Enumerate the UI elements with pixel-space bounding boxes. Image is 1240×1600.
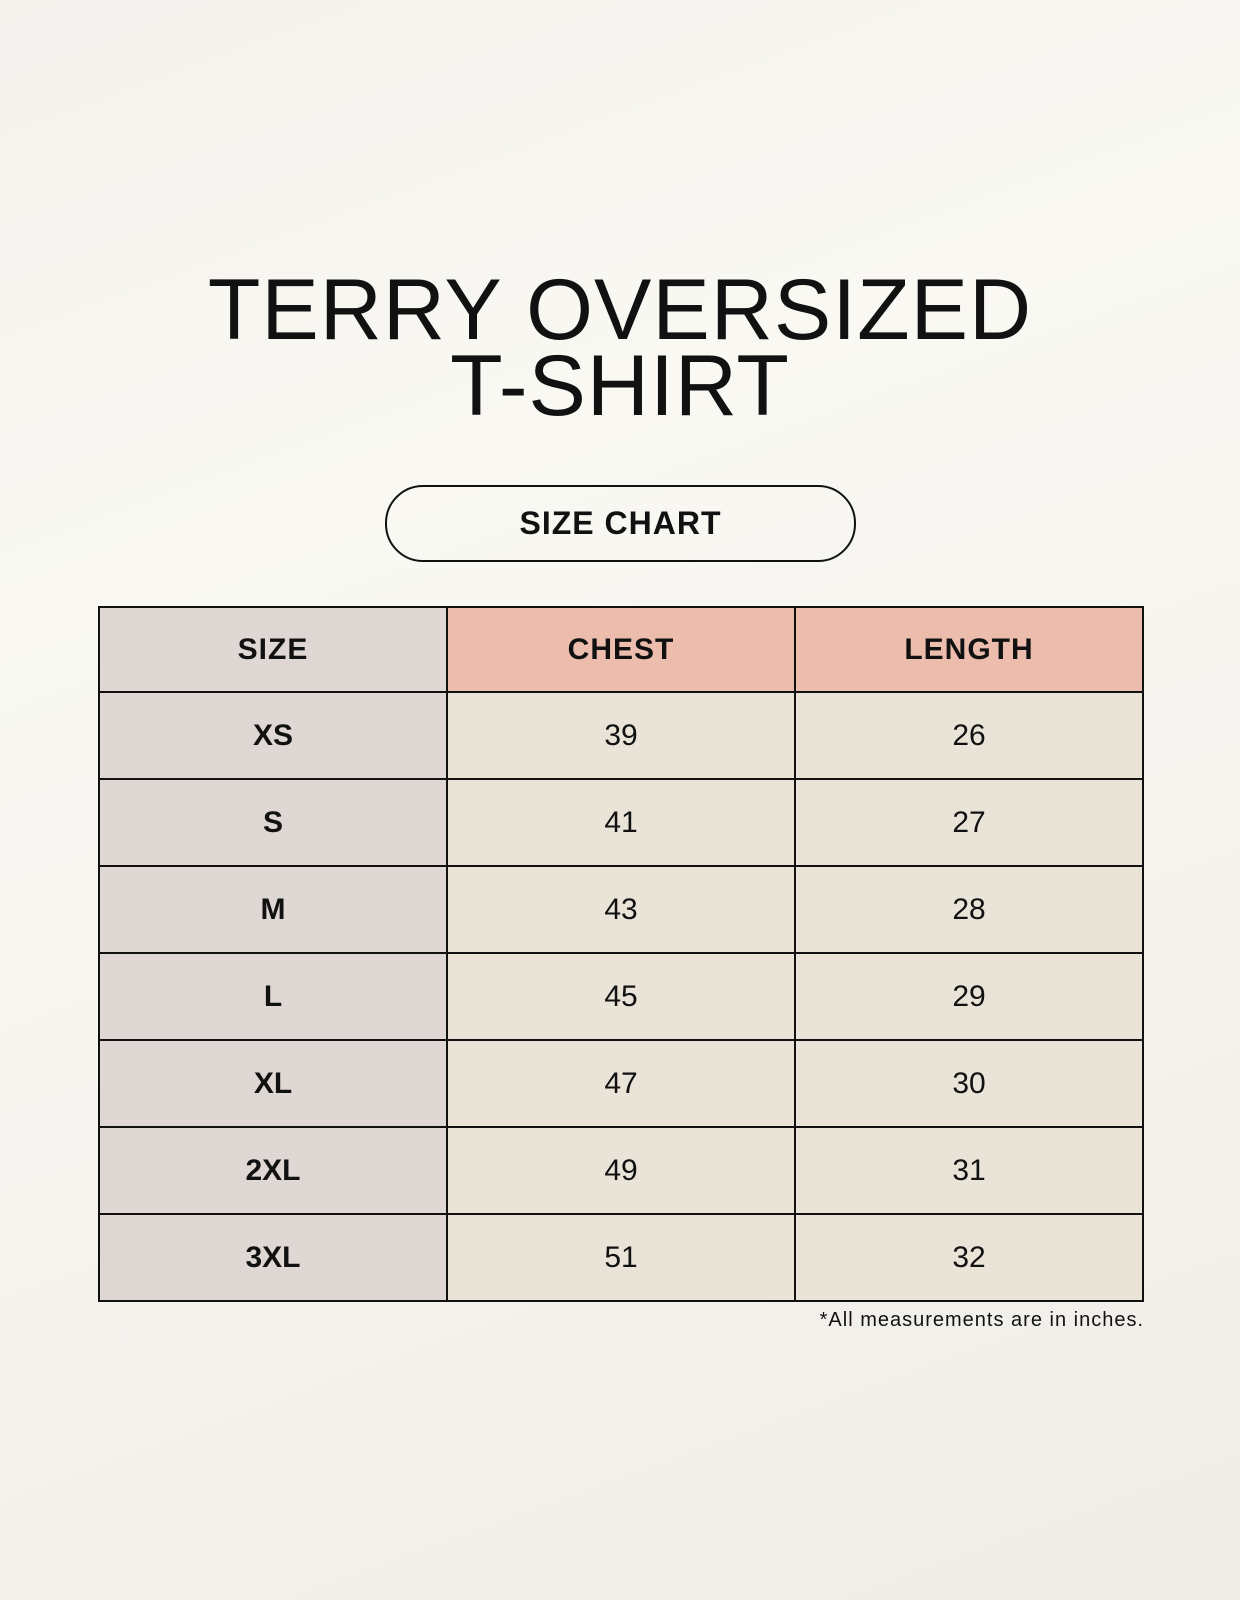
cell-length: 27	[794, 778, 1144, 867]
cell-size: XL	[98, 1039, 448, 1128]
page-title: TERRY OVERSIZED T-SHIRT	[0, 262, 1240, 434]
table-row: S 41 27	[98, 778, 1144, 867]
cell-chest: 41	[446, 778, 796, 867]
cell-chest: 39	[446, 691, 796, 780]
table-row: 3XL 51 32	[98, 1213, 1144, 1302]
cell-chest: 51	[446, 1213, 796, 1302]
table-row: M 43 28	[98, 865, 1144, 954]
table-row: 2XL 49 31	[98, 1126, 1144, 1215]
cell-length: 30	[794, 1039, 1144, 1128]
header-chest: CHEST	[446, 606, 796, 693]
cell-length: 28	[794, 865, 1144, 954]
title-line-1: TERRY OVERSIZED	[207, 262, 1033, 358]
cell-size: L	[98, 952, 448, 1041]
cell-chest: 49	[446, 1126, 796, 1215]
cell-length: 29	[794, 952, 1144, 1041]
cell-size: S	[98, 778, 448, 867]
size-chart-badge: SIZE CHART	[385, 485, 856, 562]
cell-length: 32	[794, 1213, 1144, 1302]
header-length: LENGTH	[794, 606, 1144, 693]
title-line-2: T-SHIRT	[450, 338, 790, 434]
table-row: L 45 29	[98, 952, 1144, 1041]
cell-size: 2XL	[98, 1126, 448, 1215]
cell-size: M	[98, 865, 448, 954]
cell-size: XS	[98, 691, 448, 780]
header-size: SIZE	[98, 606, 448, 693]
table-header-row: SIZE CHEST LENGTH	[98, 606, 1144, 693]
cell-size: 3XL	[98, 1213, 448, 1302]
table-row: XL 47 30	[98, 1039, 1144, 1128]
cell-chest: 45	[446, 952, 796, 1041]
table-row: XS 39 26	[98, 691, 1144, 780]
cell-length: 26	[794, 691, 1144, 780]
footnote: *All measurements are in inches.	[819, 1309, 1144, 1331]
cell-chest: 47	[446, 1039, 796, 1128]
cell-chest: 43	[446, 865, 796, 954]
cell-length: 31	[794, 1126, 1144, 1215]
size-table: SIZE CHEST LENGTH XS 39 26 S 41 27 M 43 28 L 45 29 X…	[98, 606, 1144, 1302]
